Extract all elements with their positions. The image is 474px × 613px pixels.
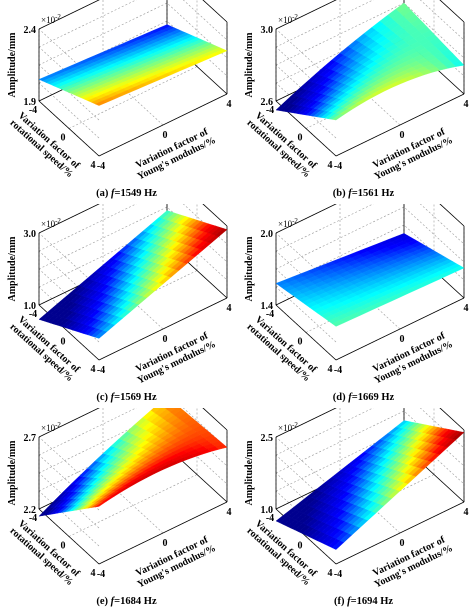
x-tick-label: -4 [266, 309, 274, 320]
y-tick-label: -4 [97, 569, 105, 580]
z-multiplier: ×10-2 [278, 13, 298, 25]
y-axis-label: Variation factor ofYoung's modulus/% [131, 125, 218, 182]
x-tick-label: 4 [91, 160, 96, 171]
z-axis-label: Amplitude/mm [244, 440, 255, 506]
y-axis-label: Variation factor ofYoung's modulus/% [131, 533, 218, 590]
y-tick-label: 4 [227, 507, 232, 518]
x-tick-label: -4 [29, 309, 37, 320]
surface-mesh [38, 210, 228, 339]
z-axis-label: Amplitude/mm [7, 32, 18, 98]
y-tick-label: 4 [464, 507, 469, 518]
y-tick-label: -4 [97, 365, 105, 376]
z-multiplier: ×10-2 [278, 421, 298, 433]
panel-caption: (f) f=1694 Hz [334, 596, 393, 607]
surface-patch [451, 431, 465, 440]
y-tick-label: 0 [400, 538, 405, 549]
y-tick-label: 4 [227, 99, 232, 110]
z-tick-label: 1.9 [24, 97, 37, 108]
z-tick-label: 3.0 [261, 25, 274, 36]
x-tick-label: 4 [91, 364, 96, 375]
surface-patch [164, 408, 169, 410]
y-tick-label: 0 [400, 130, 405, 141]
x-tick-label: 0 [61, 133, 66, 144]
panel-caption: (b) f=1561 Hz [333, 188, 395, 199]
y-tick-label: 4 [227, 303, 232, 314]
z-multiplier: ×10-2 [41, 13, 61, 25]
x-tick-label: 0 [298, 541, 303, 552]
y-tick-label: 0 [400, 334, 405, 345]
y-axis-label: Variation factor ofYoung's modulus/% [131, 329, 218, 386]
panel-caption: (e) f=1684 Hz [96, 596, 157, 607]
y-tick-label: -4 [97, 161, 105, 172]
x-tick-label: 4 [328, 160, 333, 171]
x-axis-label: Variation factor ofrotational speed/% [244, 313, 319, 384]
z-tick-label: 2.7 [24, 433, 37, 444]
panel-caption: (c) f=1569 Hz [96, 392, 157, 403]
z-axis-label: Amplitude/mm [244, 32, 255, 98]
y-axis-label: Variation factor ofYoung's modulus/% [368, 533, 455, 590]
surface-patch [451, 61, 465, 67]
z-tick-label: 2.5 [261, 433, 274, 444]
surface-patch [214, 48, 228, 55]
x-tick-label: 4 [91, 568, 96, 579]
y-tick-label: 4 [464, 303, 469, 314]
y-axis-label: Variation factor ofYoung's modulus/% [368, 125, 455, 182]
x-tick-label: -4 [29, 513, 37, 524]
z-tick-label: 1.4 [261, 301, 274, 312]
z-axis-label: Amplitude/mm [244, 236, 255, 302]
x-tick-label: -4 [29, 105, 37, 116]
x-tick-label: 4 [328, 568, 333, 579]
z-axis-label: Amplitude/mm [7, 440, 18, 506]
x-axis-label: Variation factor ofrotational speed/% [7, 109, 82, 180]
y-tick-label: -4 [334, 161, 342, 172]
x-axis-label: Variation factor ofrotational speed/% [244, 109, 319, 180]
surface-mesh [38, 408, 228, 517]
surface-patch [214, 228, 228, 237]
z-tick-label: 2.0 [261, 229, 274, 240]
z-tick-label: 1.0 [261, 505, 274, 516]
x-tick-label: 0 [298, 337, 303, 348]
y-tick-label: 4 [464, 99, 469, 110]
z-multiplier: ×10-2 [41, 217, 61, 229]
y-tick-label: -4 [334, 365, 342, 376]
y-tick-label: 0 [163, 130, 168, 141]
surface-mesh [38, 24, 228, 106]
surface-mesh [275, 2, 465, 121]
x-axis-label: Variation factor ofrotational speed/% [7, 517, 82, 588]
z-tick-label: 1.0 [24, 301, 37, 312]
z-tick-label: 3.0 [24, 229, 37, 240]
x-tick-label: -4 [266, 513, 274, 524]
panel-caption: (d) f=1669 Hz [333, 392, 395, 403]
z-multiplier: ×10-2 [278, 217, 298, 229]
x-tick-label: 0 [61, 337, 66, 348]
surface-mesh [275, 420, 465, 550]
x-tick-label: 4 [328, 364, 333, 375]
z-tick-label: 2.6 [261, 97, 274, 108]
x-tick-label: 0 [61, 541, 66, 552]
surface-mesh [275, 233, 465, 327]
y-tick-label: -4 [334, 569, 342, 580]
x-tick-label: 0 [298, 133, 303, 144]
z-tick-label: 2.2 [24, 505, 37, 516]
z-multiplier: ×10-2 [41, 421, 61, 433]
z-axis-label: Amplitude/mm [7, 236, 18, 302]
x-tick-label: -4 [266, 105, 274, 116]
surface-patch [451, 265, 465, 272]
y-tick-label: 0 [163, 334, 168, 345]
y-axis-label: Variation factor ofYoung's modulus/% [368, 329, 455, 386]
panel-caption: (a) f=1549 Hz [96, 188, 157, 199]
surface-patch [214, 443, 228, 450]
y-tick-label: 0 [163, 538, 168, 549]
z-tick-label: 2.4 [24, 25, 37, 36]
